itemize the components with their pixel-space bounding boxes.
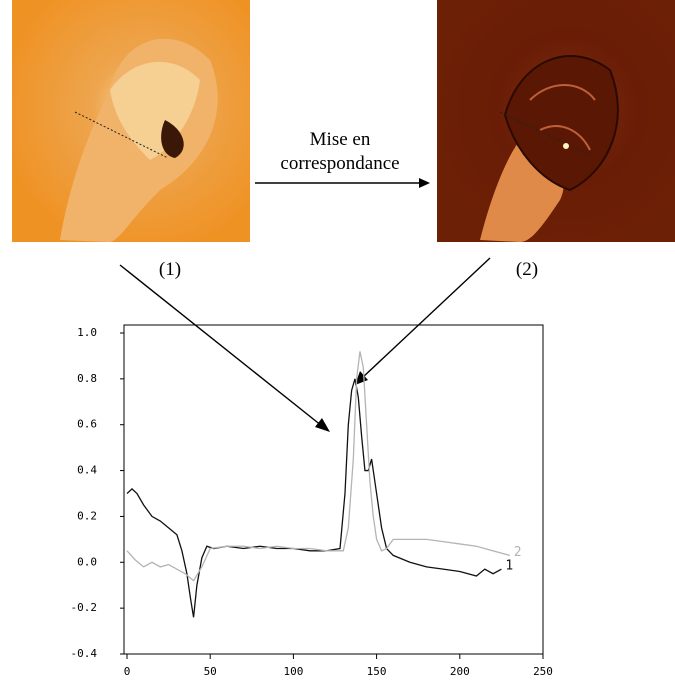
x-tick-label: 150 [367, 665, 387, 678]
series-label: 2 [514, 545, 522, 560]
annotation: (2) [515, 259, 539, 280]
plot-frame [123, 324, 544, 655]
series-line [126, 351, 510, 582]
annotation: (1) [158, 259, 182, 280]
y-tick-label: 0.0 [77, 555, 97, 568]
x-tick-label: 100 [283, 665, 303, 678]
y-tick-label: 1.0 [77, 326, 97, 339]
x-tick-label: 200 [450, 665, 470, 678]
y-tick-label: 0.8 [77, 372, 97, 385]
y-tick-label: 0.2 [77, 509, 97, 522]
image-1 [12, 0, 250, 242]
arrows [119, 178, 491, 432]
y-tick-label: 0.6 [77, 418, 97, 431]
y-tick-label: -0.4 [71, 647, 98, 660]
image-2 [437, 0, 675, 242]
series-label: 1 [505, 559, 513, 574]
annotation: Mise en correspondance [280, 129, 400, 174]
x-tick-label: 50 [204, 665, 217, 678]
y-tick-label: -0.2 [71, 601, 98, 614]
x-tick-label: 250 [533, 665, 553, 678]
series-line [126, 378, 502, 618]
x-tick-label: 0 [124, 665, 131, 678]
y-tick-label: 0.4 [77, 464, 97, 477]
